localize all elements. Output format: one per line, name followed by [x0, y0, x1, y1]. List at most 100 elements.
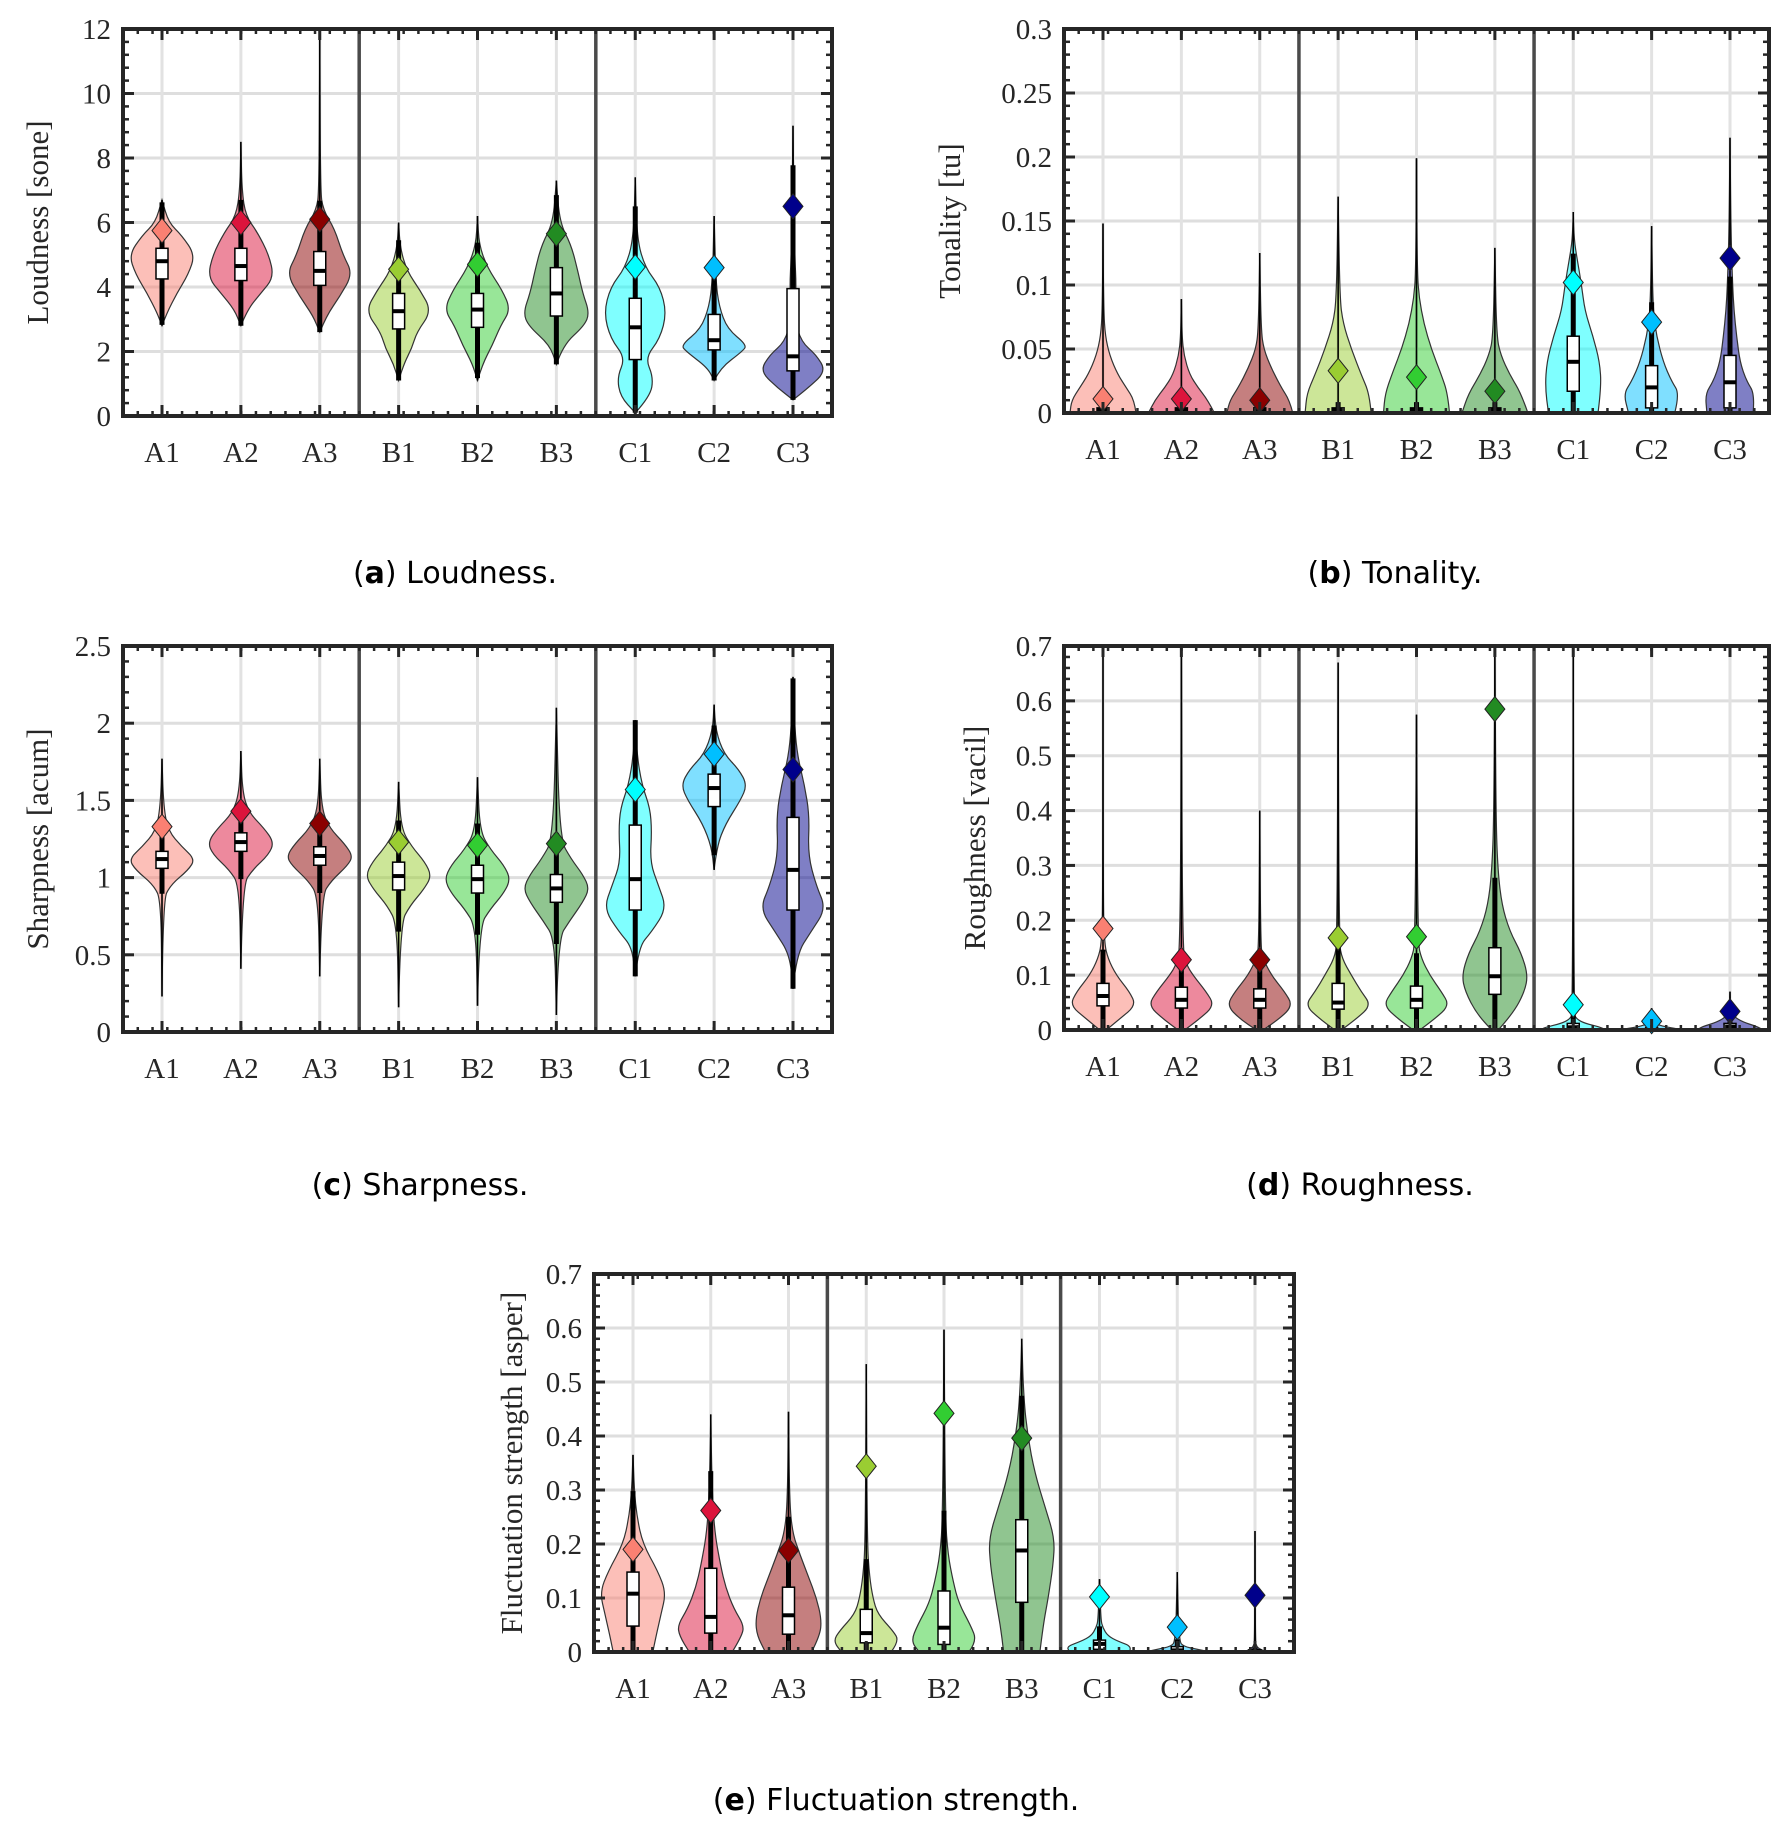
y-tick-label: 0.3: [1016, 850, 1052, 882]
iqr-box: [1488, 946, 1502, 996]
x-tick-label: A3: [302, 1053, 337, 1085]
caption-text: Tonality.: [1352, 556, 1482, 591]
mean-marker: [466, 251, 489, 278]
y-tick-label: 0.1: [1016, 960, 1052, 992]
mean-marker: [1640, 308, 1663, 336]
x-tick-label: B3: [539, 1053, 573, 1085]
mean-marker: [387, 255, 410, 283]
mean-marker: [703, 254, 725, 281]
x-tick-label: A1: [1085, 1051, 1120, 1083]
violin-C3: [1243, 1530, 1267, 1654]
iqr-box: [786, 816, 800, 911]
x-tick-label: B1: [382, 1053, 416, 1085]
mean-marker: [777, 1537, 800, 1564]
y-tick-label: 12: [82, 14, 111, 46]
y-axis-title: Roughness [vacil]: [957, 726, 992, 951]
mean-marker: [1562, 269, 1584, 296]
violin-B3: [1462, 645, 1528, 1031]
violin-A2: [677, 1414, 744, 1653]
caption-text: Roughness.: [1291, 1168, 1474, 1203]
mean-marker: [1249, 946, 1271, 974]
violin-B1: [368, 222, 429, 383]
violin-C3: [762, 125, 824, 401]
mean-marker: [230, 209, 252, 236]
iqr-box: [1174, 986, 1189, 1009]
x-tick-label: A2: [693, 1673, 728, 1705]
mean-marker: [545, 220, 568, 248]
violin-C1: [605, 720, 665, 977]
x-tick-label: B2: [1400, 1051, 1434, 1083]
y-tick-label: 0.7: [1016, 631, 1052, 663]
violin-C3: [1705, 137, 1755, 414]
mean-marker: [1327, 357, 1349, 385]
caption-text: Sharpness.: [353, 1168, 529, 1203]
mean-marker: [545, 830, 568, 857]
panel-caption: (d) Roughness.: [1246, 1168, 1474, 1203]
caption-letter: b: [1319, 556, 1340, 591]
mean-marker: [782, 193, 804, 220]
x-tick-label: C2: [1635, 434, 1669, 466]
mean-marker: [624, 253, 646, 281]
caption-paren-close: ): [341, 1168, 353, 1203]
x-tick-label: A1: [1085, 434, 1120, 466]
violin-B2: [1385, 714, 1448, 1031]
y-tick-label: 0: [568, 1637, 583, 1669]
violin-B3: [524, 180, 589, 367]
mean-marker: [1405, 363, 1428, 391]
mean-marker: [230, 797, 252, 825]
y-tick-label: 0.2: [1016, 905, 1052, 937]
violin-B2: [445, 777, 510, 1006]
x-tick-label: C1: [1556, 434, 1590, 466]
violin-C2: [1624, 226, 1678, 414]
y-tick-label: 1: [97, 863, 112, 895]
y-tick-label: 0.5: [1016, 741, 1052, 773]
y-axis-title: Sharpness [acum]: [20, 728, 55, 949]
iqr-box: [937, 1590, 951, 1646]
mean-marker: [700, 1497, 722, 1524]
caption-letter: c: [323, 1168, 341, 1203]
mean-marker: [1092, 915, 1114, 942]
mean-marker: [622, 1536, 644, 1563]
x-tick-label: B3: [1005, 1673, 1039, 1705]
x-tick-label: C2: [1160, 1673, 1194, 1705]
panel-b: 0 0.05 0.1 0.15 0.2 0.25 0.3 A1 A2 A3 B1 B2 B3 C1 C2 C3…: [932, 14, 1771, 591]
caption-paren-open: (: [1246, 1168, 1258, 1203]
y-tick-label: 0.1: [1016, 270, 1052, 302]
y-tick-label: 0.15: [1001, 206, 1052, 238]
panel-c: 0 0.5 1 1.5 2 2.5 A1 A2 A3 B1 B2 B3 C1 C2 C3 Sharpness …: [20, 631, 834, 1203]
caption-paren-close: ): [1341, 556, 1353, 591]
y-tick-label: 10: [82, 79, 111, 111]
violin-B1: [1307, 662, 1369, 1031]
violin-A3: [287, 758, 352, 977]
violin-A2: [209, 141, 273, 328]
violin-A1: [130, 197, 194, 328]
caption-paren-close: ): [1279, 1168, 1291, 1203]
mean-marker: [1719, 244, 1741, 272]
mean-marker: [1244, 1581, 1266, 1609]
y-tick-label: 1.5: [75, 785, 111, 817]
y-tick-label: 0.1: [546, 1583, 582, 1615]
mean-marker: [1405, 923, 1428, 951]
iqr-box: [707, 773, 721, 808]
y-tick-label: 8: [97, 143, 112, 175]
x-tick-label: C2: [697, 437, 731, 469]
x-tick-label: A2: [1164, 1051, 1199, 1083]
panel-caption: (a) Loudness.: [353, 556, 557, 591]
x-tick-label: A3: [302, 437, 337, 469]
violin-C2: [682, 215, 746, 382]
violin-B1: [366, 781, 431, 1008]
y-tick-label: 0: [97, 401, 112, 433]
y-tick-label: 0.6: [1016, 686, 1052, 718]
x-tick-label: A1: [144, 1053, 179, 1085]
y-tick-label: 0.4: [1016, 796, 1053, 828]
violin-A3: [1228, 810, 1291, 1031]
y-tick-label: 2: [97, 708, 112, 740]
panel-d: 0 0.1 0.2 0.3 0.4 0.5 0.6 0.7 A1 A2 A3 B1 B2 B3 C1 C2 C3…: [957, 631, 1771, 1203]
x-tick-label: C1: [1556, 1051, 1590, 1083]
y-axis-title: Loudness [sone]: [20, 120, 55, 324]
iqr-box: [1409, 985, 1424, 1009]
mean-marker: [309, 810, 331, 837]
caption-paren-close: ): [385, 556, 397, 591]
y-tick-label: 0.3: [1016, 14, 1052, 46]
violin-B2: [912, 1329, 976, 1653]
